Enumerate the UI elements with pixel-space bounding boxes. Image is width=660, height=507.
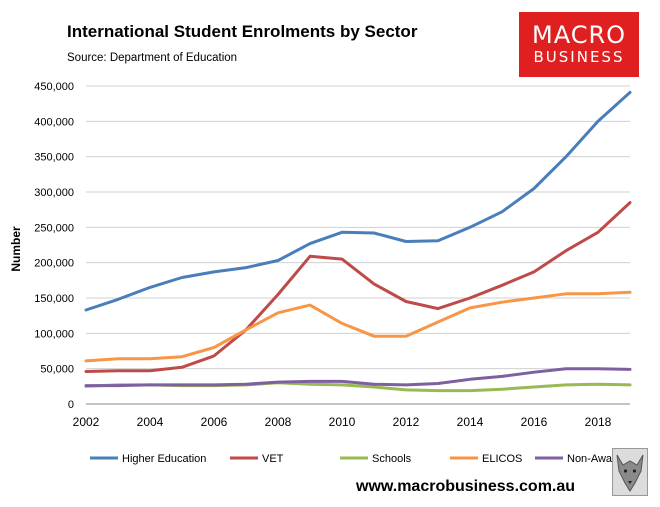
legend-item: Higher Education [90, 453, 206, 465]
y-tick-label: 400,000 [34, 116, 74, 128]
website-url: www.macrobusiness.com.au [356, 478, 576, 495]
x-tick-label: 2014 [457, 415, 484, 429]
chart-title: International Student Enrolments by Sect… [67, 22, 418, 41]
legend-label: Non-Award [567, 453, 622, 465]
y-tick-label: 350,000 [34, 152, 74, 164]
x-tick-label: 2004 [137, 415, 164, 429]
legend-item: ELICOS [450, 453, 522, 465]
legend-label: VET [262, 453, 284, 465]
y-tick-label: 50,000 [40, 364, 74, 376]
macrobusiness-logo: MACRO BUSINESS [519, 12, 639, 77]
legend-label: Schools [372, 453, 412, 465]
y-tick-label: 250,000 [34, 222, 74, 234]
chart-source: Source: Department of Education [67, 52, 238, 64]
wolf-logo-icon [612, 448, 648, 496]
y-tick-labels: 0 50,000 100,000 150,000 200,000 250,000 300,0… [34, 81, 74, 411]
x-tick-label: 2010 [329, 415, 356, 429]
legend-item: Non-Award [535, 453, 622, 465]
x-tick-labels: 2002 2004 2006 2008 2010 2012 2014 2016 2018 [73, 415, 612, 429]
legend-label: Higher Education [122, 453, 206, 465]
y-tick-label: 200,000 [34, 258, 74, 270]
y-tick-label: 450,000 [34, 81, 74, 93]
series-line-higher-education [84, 90, 632, 312]
series-line-non-award [84, 367, 632, 388]
logo-line-2: BUSINESS [533, 48, 625, 66]
y-tick-label: 100,000 [34, 328, 74, 340]
x-tick-label: 2008 [265, 415, 292, 429]
legend: Higher Education VET Schools ELICOS Non-Awar… [90, 453, 622, 465]
line-chart: 0 50,000 100,000 150,000 200,000 250,000 300,0… [34, 81, 632, 429]
y-tick-label: 300,000 [34, 187, 74, 199]
legend-label: ELICOS [482, 453, 522, 465]
grid-lines [86, 85, 630, 405]
x-tick-label: 2002 [73, 415, 100, 429]
series-line-vet [84, 201, 632, 373]
x-tick-label: 2006 [201, 415, 228, 429]
legend-item: VET [230, 453, 284, 465]
logo-line-1: MACRO [531, 21, 627, 49]
x-tick-label: 2016 [521, 415, 548, 429]
y-tick-label: 150,000 [34, 293, 74, 305]
x-tick-label: 2018 [585, 415, 612, 429]
series-lines [84, 90, 632, 393]
series-line-elicos [84, 290, 632, 363]
legend-item: Schools [340, 453, 412, 465]
x-tick-label: 2012 [393, 415, 420, 429]
y-tick-label: 0 [68, 399, 74, 411]
